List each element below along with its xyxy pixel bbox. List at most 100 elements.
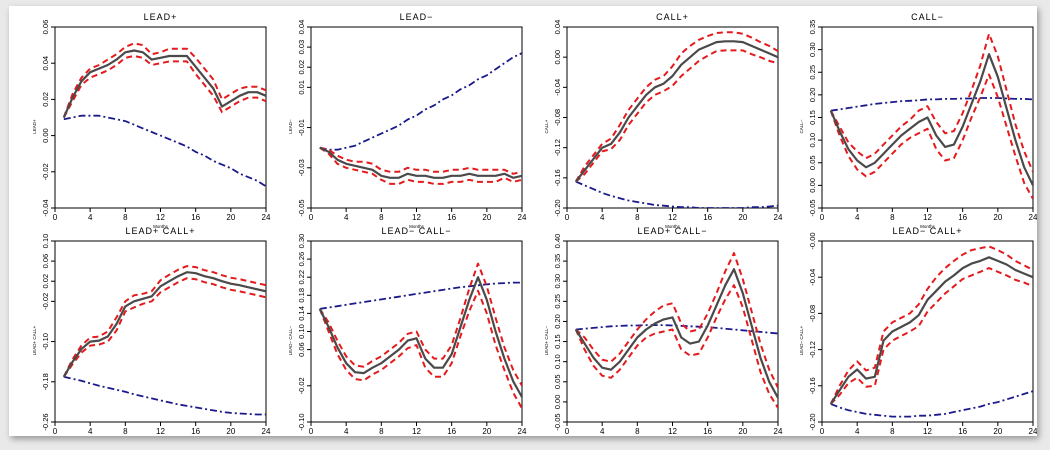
x-tick-label: 4	[88, 427, 93, 436]
x-tick-label: 20	[226, 427, 235, 436]
y-tick-label: 0.00	[41, 128, 50, 143]
y-axis-label: LEAD+ CALL−	[544, 325, 549, 355]
x-tick-label: 16	[703, 427, 712, 436]
y-tick-label: -0.04	[808, 269, 817, 286]
x-tick-label: 24	[774, 427, 783, 436]
y-axis-label: LEAD+ CALL+	[32, 325, 37, 355]
x-tick-label: 4	[344, 427, 349, 436]
series-line-upper	[829, 32, 1033, 173]
y-tick-label: -0.08	[808, 305, 817, 322]
figure-frame: LEAD+ -0.04 -0.02 0.00 0.02 0.04 0.06 0 4 8 12 16 20…	[9, 6, 1037, 436]
chart-panel-6: LEAD− CALL− -0.10 -0.02 0.06 0.10 0.14 0.18 0.2…	[288, 226, 527, 436]
y-tick-label: 0.10	[297, 324, 306, 339]
y-tick-label: -0.00	[808, 232, 817, 249]
y-tick-label: 0.40	[553, 234, 562, 249]
series-line-lower	[575, 49, 778, 183]
x-axis-label: Months	[409, 224, 425, 229]
chart-title: CALL+	[656, 12, 689, 22]
x-tick-label: 16	[191, 213, 200, 222]
series-line-response	[62, 49, 266, 118]
y-tick-label: -0.10	[297, 413, 306, 430]
x-tick-label: 0	[820, 427, 825, 436]
y-tick-label: 0.02	[41, 92, 50, 107]
x-axis-label: Months	[665, 224, 681, 229]
x-tick-label: 0	[309, 213, 314, 222]
x-tick-label: 0	[53, 213, 58, 222]
chart-panel-1: LEAD+ -0.04 -0.02 0.00 0.02 0.04 0.06 0 4 8 12 16 20…	[32, 12, 271, 229]
y-tick-label: 0.05	[553, 374, 562, 389]
x-tick-label: 24	[518, 213, 527, 222]
plot-frame	[54, 26, 267, 209]
x-tick-label: 20	[226, 213, 235, 222]
series-line-response	[319, 146, 522, 179]
series-line-baseline	[63, 114, 266, 188]
plot-frame	[821, 240, 1034, 423]
y-tick-label: 0.02	[297, 60, 306, 75]
series-line-response	[574, 268, 778, 399]
x-tick-label: 0	[565, 213, 570, 222]
x-tick-label: 20	[993, 213, 1002, 222]
y-tick-label: 0.10	[808, 133, 817, 148]
y-tick-label: 0.10	[553, 354, 562, 369]
y-tick-label: 0.01	[297, 80, 306, 95]
x-tick-label: 8	[890, 213, 895, 222]
series-line-lower	[62, 277, 266, 378]
x-tick-label: 16	[703, 213, 712, 222]
x-tick-label: 0	[53, 427, 58, 436]
x-tick-label: 12	[668, 427, 677, 436]
x-tick-label: 8	[635, 213, 640, 222]
y-axis-label: CALL+	[544, 119, 549, 133]
series-line-response	[318, 276, 522, 398]
y-tick-label: 0.14	[297, 306, 306, 321]
x-tick-label: 4	[88, 213, 93, 222]
chart-panel-7: LEAD+ CALL− -0.05 0.00 0.05 0.10 0.15 0.20 0.25…	[544, 226, 783, 436]
x-tick-label: 8	[635, 427, 640, 436]
series-line-lower	[319, 146, 522, 185]
x-tick-label: 20	[738, 213, 747, 222]
series-line-lower	[829, 73, 1033, 200]
x-tick-label: 0	[309, 427, 314, 436]
y-tick-label: -0.26	[41, 413, 50, 430]
x-tick-label: 4	[600, 427, 605, 436]
series-line-upper	[319, 146, 522, 175]
y-tick-label: 0.15	[553, 334, 562, 349]
x-tick-label: 12	[668, 213, 677, 222]
y-tick-label: 0.00	[553, 50, 562, 65]
y-tick-label: 0.02	[41, 274, 50, 289]
x-axis-label: Months	[920, 224, 936, 229]
x-tick-label: 24	[774, 213, 783, 222]
y-tick-label: 0.35	[553, 254, 562, 269]
series-line-baseline	[830, 390, 1033, 418]
x-tick-label: 8	[379, 213, 384, 222]
x-tick-label: 24	[1029, 213, 1037, 222]
series-line-lower	[830, 267, 1033, 405]
chart-title: LEAD+ CALL−	[637, 226, 707, 236]
series-line-response	[62, 271, 266, 378]
chart-title: LEAD−	[400, 12, 434, 22]
x-tick-label: 12	[923, 213, 932, 222]
y-tick-label: -0.04	[553, 79, 562, 96]
chart-panel-4: CALL− -0.05 0.00 0.05 0.10 0.15 0.20 0.25 0.30 0.…	[799, 12, 1037, 229]
y-tick-label: 0.00	[808, 178, 817, 193]
x-axis-label: Months	[153, 224, 169, 229]
x-tick-label: 4	[600, 213, 605, 222]
y-tick-label: -0.05	[297, 199, 306, 216]
y-tick-label: -0.02	[41, 163, 50, 180]
y-tick-label: -0.18	[41, 373, 50, 390]
y-tick-label: 0.03	[297, 40, 306, 55]
series-line-upper	[62, 265, 266, 378]
y-tick-label: -0.02	[41, 293, 50, 310]
x-tick-label: 4	[344, 213, 349, 222]
x-tick-label: 20	[993, 427, 1002, 436]
x-tick-label: 24	[518, 427, 527, 436]
x-tick-label: 12	[923, 427, 932, 436]
y-tick-label: -0.04	[41, 199, 50, 216]
x-tick-label: 0	[565, 427, 570, 436]
y-tick-label: 0.25	[808, 65, 817, 80]
y-tick-label: 0.20	[553, 314, 562, 329]
chart-title: LEAD− CALL−	[381, 226, 451, 236]
x-tick-label: 8	[890, 427, 895, 436]
y-tick-label: 0.04	[297, 20, 306, 35]
y-tick-label: 0.00	[553, 395, 562, 410]
x-tick-label: 8	[123, 427, 128, 436]
